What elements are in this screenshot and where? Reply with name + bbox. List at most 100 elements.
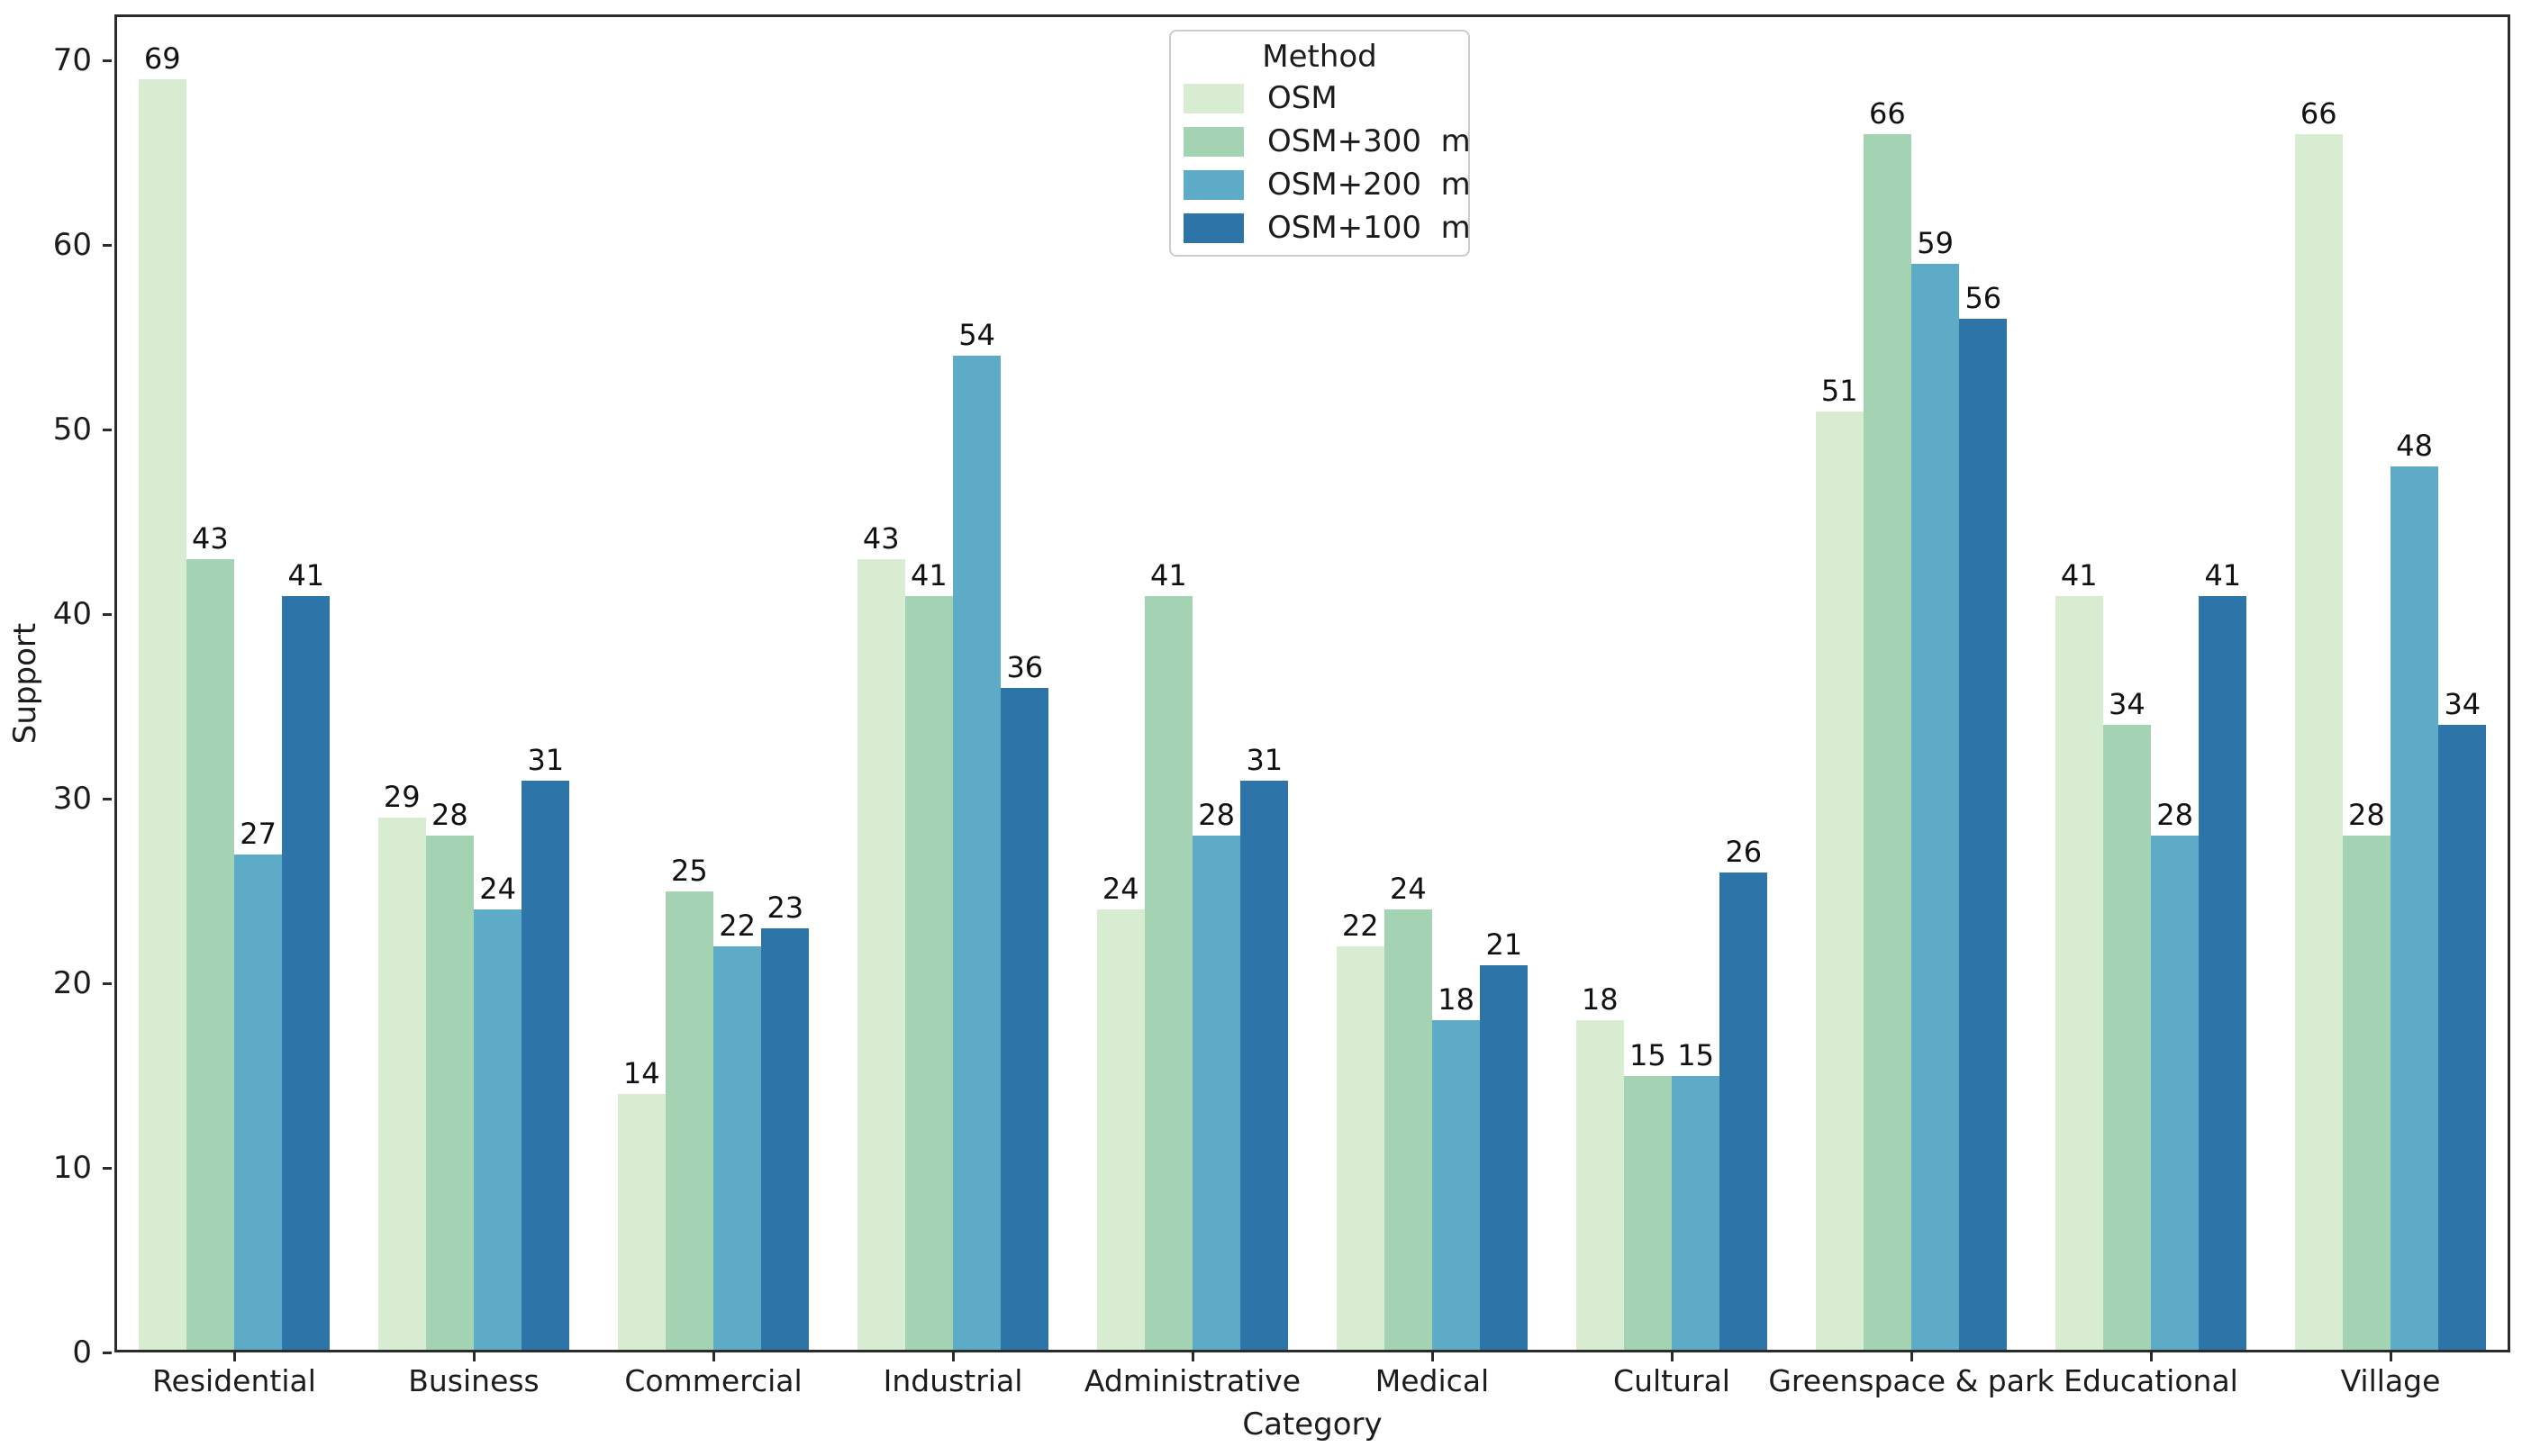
x-tick-label: Village	[2340, 1363, 2441, 1398]
y-tick-mark	[103, 243, 112, 247]
bar	[2294, 134, 2343, 1352]
bar	[1575, 1020, 1624, 1352]
bar-value-label: 27	[240, 816, 277, 851]
x-tick-label: Greenspace & park	[1768, 1363, 2055, 1398]
legend-entry-label: OSM+100 m	[1267, 210, 1471, 246]
bar-value-label: 28	[2348, 798, 2385, 833]
bar	[1144, 595, 1193, 1352]
bar-value-label: 48	[2396, 429, 2433, 464]
y-tick-label: 10	[52, 1150, 92, 1187]
y-tick-mark	[103, 1166, 112, 1170]
x-tick-label: Industrial	[883, 1363, 1023, 1398]
bar-value-label: 66	[1869, 96, 1906, 131]
bar	[282, 595, 331, 1352]
bar	[2342, 836, 2390, 1352]
bar-value-label: 36	[1006, 650, 1044, 685]
bar-value-label: 18	[1438, 982, 1474, 1017]
bar	[2390, 466, 2439, 1352]
bar-value-label: 41	[911, 557, 948, 592]
bar	[1719, 873, 1768, 1352]
bar-value-label: 59	[1917, 225, 1954, 260]
x-tick-label: Residential	[152, 1363, 316, 1398]
x-tick-mark	[712, 1352, 715, 1361]
y-tick-mark	[103, 981, 112, 985]
bar-value-label: 34	[2109, 687, 2146, 722]
bar-value-label: 28	[431, 798, 468, 833]
x-tick-mark	[2149, 1352, 2153, 1361]
bar	[1815, 411, 1864, 1352]
bar	[713, 946, 762, 1352]
bar-value-label: 23	[767, 890, 804, 925]
bar	[665, 891, 713, 1352]
legend-entry: OSM+300 m	[1171, 120, 1471, 163]
bar-value-label: 41	[2060, 557, 2098, 592]
bar	[1911, 263, 1960, 1352]
x-tick-mark	[951, 1352, 955, 1361]
legend-swatch	[1184, 83, 1244, 113]
legend-entry: OSM	[1171, 77, 1468, 120]
bar	[953, 356, 1002, 1352]
bar-value-label: 28	[1198, 798, 1235, 833]
bar-value-label: 34	[2444, 687, 2481, 722]
legend-entry: OSM+100 m	[1171, 206, 1471, 249]
legend-swatch	[1184, 213, 1244, 243]
y-tick-label: 70	[52, 42, 92, 79]
bar-value-label: 66	[2300, 96, 2337, 131]
y-tick-mark	[103, 612, 112, 616]
y-tick-label: 0	[72, 1334, 92, 1370]
bar-value-label: 51	[1820, 373, 1858, 408]
bar-value-label: 43	[862, 520, 900, 556]
bar-value-label: 26	[1725, 835, 1763, 870]
bar-value-label: 24	[1390, 872, 1427, 907]
bar	[617, 1094, 666, 1352]
bar	[522, 780, 570, 1352]
bar-value-label: 29	[383, 779, 421, 814]
bar-value-label: 31	[1246, 742, 1284, 777]
y-tick-label: 20	[52, 965, 92, 1002]
bar	[186, 558, 234, 1352]
bar-value-label: 18	[1581, 982, 1619, 1017]
bar-value-label: 56	[1964, 281, 2002, 316]
bar	[138, 78, 186, 1352]
y-axis-label: Support	[7, 622, 43, 745]
legend-title: Method	[1262, 39, 1377, 75]
bar-value-label: 25	[671, 853, 708, 888]
bar-value-label: 69	[143, 41, 181, 76]
bar	[1001, 688, 1049, 1352]
bar	[904, 595, 953, 1352]
bar-value-label: 43	[192, 520, 229, 556]
bar-value-label: 31	[527, 742, 565, 777]
x-tick-mark	[2389, 1352, 2392, 1361]
bar	[234, 854, 283, 1352]
y-tick-mark	[103, 428, 112, 431]
x-tick-mark	[1670, 1352, 1674, 1361]
bar	[1193, 836, 1241, 1352]
legend-entry-label: OSM+300 m	[1267, 123, 1471, 159]
bar	[1480, 964, 1529, 1352]
x-tick-label: Educational	[2064, 1363, 2238, 1398]
y-tick-mark	[103, 1351, 112, 1354]
legend-entry-label: OSM	[1267, 80, 1338, 116]
bar	[1383, 909, 1432, 1352]
legend-entry: OSM+200 m	[1171, 163, 1471, 206]
bar	[2151, 836, 2200, 1352]
bar-value-label: 15	[1677, 1037, 1714, 1072]
bar	[761, 927, 810, 1352]
bar	[1623, 1075, 1672, 1352]
bar	[2102, 725, 2151, 1352]
legend-entries: OSM OSM+300 m OSM+200 m OSM+100 m	[1171, 77, 1471, 249]
y-tick-label: 60	[52, 227, 92, 264]
bar	[1863, 134, 1911, 1352]
y-tick-mark	[103, 797, 112, 800]
bar	[425, 836, 474, 1352]
bar	[1336, 946, 1384, 1352]
bar-value-label: 41	[287, 557, 325, 592]
y-tick-label: 40	[52, 596, 92, 633]
legend-swatch	[1184, 169, 1244, 200]
y-tick-label: 30	[52, 781, 92, 818]
bar-value-label: 54	[958, 318, 995, 353]
x-axis-label: Category	[1242, 1406, 1383, 1442]
bar	[474, 909, 522, 1352]
bar	[1432, 1020, 1481, 1352]
